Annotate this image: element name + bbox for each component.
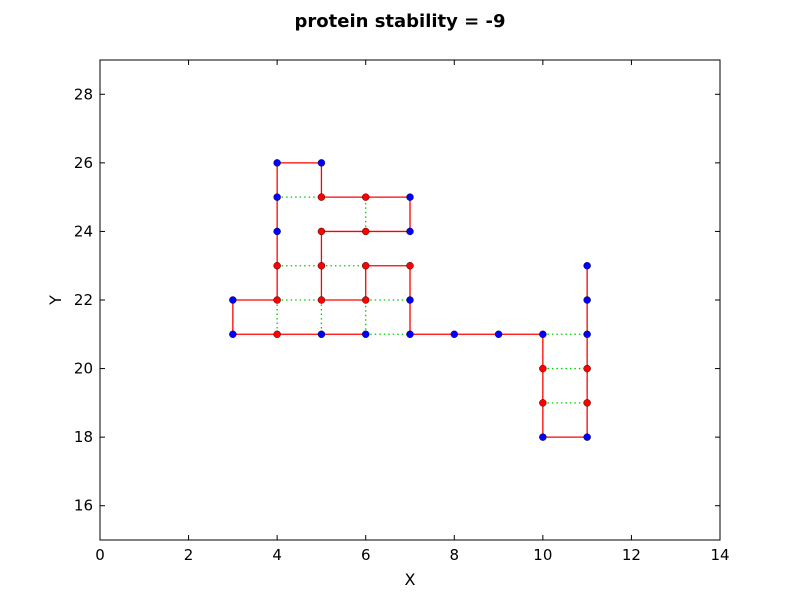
residue-point-p — [229, 330, 237, 338]
residue-point-p — [539, 330, 547, 338]
residue-point-p — [406, 330, 414, 338]
y-tick-label: 26 — [74, 154, 93, 172]
residue-point-p — [406, 227, 414, 236]
residue-point-p — [317, 159, 326, 167]
x-tick-label: 6 — [361, 546, 371, 564]
residue-point-p — [362, 330, 370, 338]
x-tick-label: 10 — [533, 546, 552, 564]
y-tick-label: 28 — [74, 85, 93, 103]
residue-point-p — [583, 262, 591, 270]
residue-point-p — [273, 193, 281, 201]
residue-point-h — [273, 330, 281, 338]
y-tick-label: 22 — [74, 291, 93, 309]
residue-point-h — [539, 399, 547, 407]
residue-point-p — [406, 296, 414, 304]
residue-point-p — [583, 296, 591, 304]
residue-point-p — [273, 159, 281, 167]
residue-point-p — [406, 193, 414, 201]
residue-point-h — [583, 399, 591, 407]
x-tick-label: 8 — [450, 546, 460, 564]
chart-title: protein stability = -9 — [295, 11, 506, 32]
residue-point-p — [229, 296, 237, 304]
residue-point-p — [539, 433, 547, 441]
residue-point-p — [494, 330, 503, 338]
x-tick-label: 12 — [622, 546, 641, 564]
x-tick-label: 14 — [710, 546, 729, 564]
residue-point-h — [273, 262, 281, 270]
residue-point-h — [362, 193, 370, 201]
y-tick-label: 20 — [74, 360, 93, 378]
backbone-lines — [232, 162, 588, 438]
residue-point-h — [317, 296, 326, 304]
residue-point-h — [539, 364, 547, 373]
residue-point-h — [273, 296, 281, 304]
residue-point-p — [583, 330, 591, 338]
residue-point-h — [362, 296, 370, 304]
residue-point-h — [317, 193, 326, 201]
residue-point-p — [317, 330, 326, 338]
y-axis-label: Y — [46, 295, 65, 306]
residue-point-h — [362, 262, 370, 270]
x-axis-label: X — [405, 570, 416, 589]
residue-point-p — [583, 433, 591, 441]
y-tick-label: 16 — [74, 497, 93, 515]
residue-points — [229, 159, 591, 441]
residue-point-p — [273, 227, 281, 236]
contact-lines — [276, 196, 588, 404]
residue-point-h — [362, 227, 370, 236]
x-tick-label: 4 — [272, 546, 282, 564]
y-tick-label: 24 — [74, 222, 93, 240]
residue-point-h — [406, 262, 414, 270]
residue-point-h — [317, 227, 326, 236]
y-tick-label: 18 — [74, 428, 93, 446]
x-tick-label: 0 — [95, 546, 105, 564]
x-tick-label: 2 — [184, 546, 194, 564]
residue-point-h — [583, 364, 591, 373]
residue-point-h — [317, 262, 326, 270]
residue-point-p — [450, 330, 458, 338]
